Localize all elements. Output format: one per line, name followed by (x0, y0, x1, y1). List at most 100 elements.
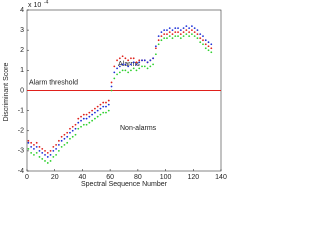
point (191, 25, 193, 27)
point (188, 35, 191, 38)
point (143, 65, 146, 68)
point (160, 39, 163, 42)
point (52, 149, 55, 152)
point (85, 113, 88, 116)
point (49, 154, 52, 156)
y-tick-label: 0 (20, 87, 24, 94)
point (110, 89, 113, 92)
point (60, 139, 63, 142)
point (63, 143, 66, 146)
point (204, 47, 207, 50)
point (113, 77, 116, 80)
point (38, 156, 41, 158)
y-axis-label: Discriminant Score (3, 63, 10, 122)
point (207, 45, 210, 48)
y-tick-label: -4 (18, 168, 24, 175)
point (143, 59, 146, 62)
point (207, 49, 210, 52)
point (116, 67, 118, 70)
point (177, 31, 179, 34)
point (35, 145, 38, 148)
point (80, 119, 82, 122)
point (94, 117, 96, 120)
point (182, 35, 185, 38)
point (80, 125, 82, 128)
point (99, 103, 102, 106)
point (69, 137, 71, 140)
point (132, 61, 135, 64)
point (94, 111, 96, 114)
point (193, 27, 196, 30)
point (71, 135, 74, 138)
point (107, 109, 110, 112)
x-tick-label: 120 (187, 174, 199, 181)
point (113, 65, 116, 68)
point (110, 81, 113, 84)
point (57, 149, 60, 152)
point (33, 147, 35, 150)
point (102, 111, 105, 114)
x-tick-label: 100 (160, 174, 172, 181)
point (160, 31, 163, 34)
point (196, 33, 199, 36)
point (110, 85, 113, 88)
point (99, 113, 102, 116)
point (57, 139, 60, 142)
point (202, 43, 204, 46)
point (35, 141, 38, 144)
point (35, 151, 38, 154)
point (85, 123, 88, 126)
point (102, 105, 105, 108)
point (46, 162, 49, 164)
point (146, 67, 149, 70)
y-tick-label: 3 (20, 27, 24, 34)
point (99, 107, 102, 110)
point (191, 29, 193, 32)
point (57, 143, 60, 146)
point (202, 39, 204, 42)
point (69, 127, 71, 130)
point (91, 109, 94, 112)
point (166, 29, 168, 32)
point (118, 71, 121, 74)
point (66, 135, 69, 138)
point (96, 105, 99, 108)
point (102, 101, 105, 104)
point (77, 121, 80, 124)
point (88, 111, 91, 114)
point (82, 117, 85, 120)
point (85, 117, 88, 120)
point (177, 35, 179, 38)
point (44, 154, 46, 156)
point (30, 145, 33, 148)
point (154, 45, 157, 48)
point (135, 69, 138, 72)
point (182, 31, 185, 34)
point (113, 71, 116, 74)
x-tick-label: 20 (51, 174, 59, 181)
point (163, 33, 166, 36)
y-tick-label: -2 (18, 128, 24, 135)
point (124, 63, 127, 66)
point (55, 147, 57, 150)
point (204, 43, 207, 46)
point (27, 147, 30, 150)
annotation: Alarms (118, 61, 140, 68)
point (132, 57, 135, 60)
point (44, 149, 46, 152)
point (74, 133, 77, 136)
point (168, 31, 171, 34)
point (177, 27, 179, 30)
point (63, 137, 66, 140)
point (141, 59, 143, 62)
point (74, 123, 77, 126)
y-tick-label: -1 (18, 107, 24, 114)
point (80, 115, 82, 118)
point (38, 149, 41, 152)
point (199, 37, 202, 40)
point (188, 31, 191, 34)
y-scale-exponent: -4 (44, 0, 49, 5)
point (66, 131, 69, 134)
point (163, 29, 166, 32)
point (174, 27, 177, 30)
